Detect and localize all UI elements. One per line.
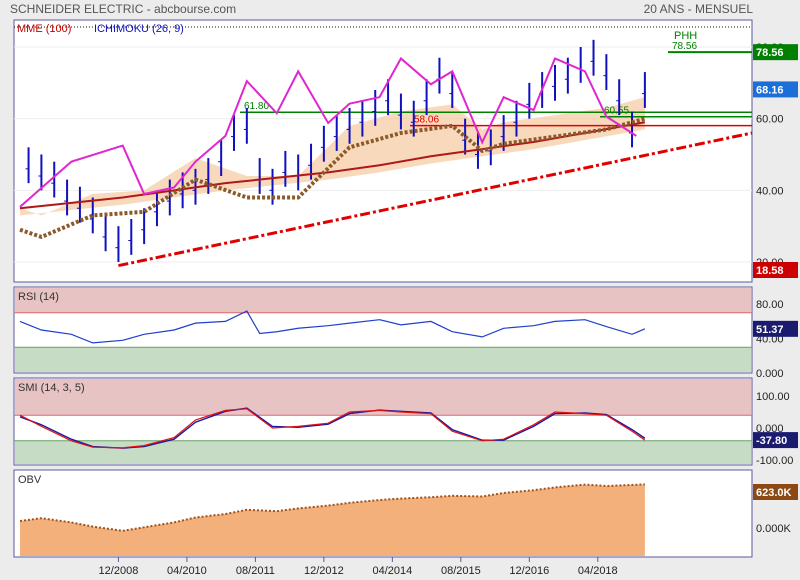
obv-y-tick: 0.000K: [756, 523, 792, 535]
level-label-78.56: 78.56: [672, 41, 697, 52]
x-tick-label: 08/2011: [236, 565, 275, 577]
smi-oversold-zone: [15, 440, 751, 464]
smi-y-tick: -100.00: [756, 455, 793, 467]
last-price-badge-bg: [753, 81, 798, 98]
price-y-tick: 40.00: [756, 185, 784, 197]
obv-layer: [19, 483, 645, 556]
smi-y-tick: 0.000: [756, 423, 784, 435]
obv-last-badge-bg: [753, 484, 798, 500]
low-badge-bg: [753, 262, 798, 278]
level-label-61.80: 61.80: [244, 101, 269, 112]
phh-badge-bg: [753, 44, 798, 61]
obv-title: OBV: [18, 474, 42, 486]
level-label-58.06: 58.06: [414, 115, 439, 126]
price-layer: 78.56 61.80 60.55 58.06 PHH: [14, 26, 753, 268]
x-tick-label: 04/2018: [578, 565, 618, 577]
x-tick-label: 04/2010: [167, 565, 207, 577]
smi-layer: [14, 379, 752, 464]
price-y-tick: 60.00: [756, 114, 784, 126]
obv-line: [19, 483, 645, 532]
x-tick-label: 12/2016: [509, 565, 549, 577]
rsi-layer: [14, 288, 752, 372]
x-tick-label: 04/2014: [372, 565, 412, 577]
rsi-last-badge-bg: [753, 320, 798, 337]
obv-last-badge: 623.0K: [756, 487, 792, 499]
rsi-y-tick: 0.000: [756, 368, 784, 380]
legend-mme: MME (100): [17, 23, 71, 35]
rsi-y-tick: 80.00: [756, 299, 784, 311]
last-price-badge: 68.16: [756, 84, 784, 96]
rsi-line: [19, 310, 646, 344]
support-trendline: [118, 131, 753, 268]
smi-last-badge: -37.80: [756, 435, 787, 447]
overlay-line: [19, 56, 637, 208]
phh-badge: 78.56: [756, 47, 784, 59]
rsi-title: RSI (14): [18, 291, 59, 303]
smi-title: SMI (14, 3, 5): [18, 382, 85, 394]
legend-ichimoku: ICHIMOKU (26, 9): [94, 23, 184, 35]
period-label: 20 ANS - MENSUEL: [644, 2, 754, 16]
x-tick-label: 12/2012: [304, 565, 344, 577]
smi-line: [19, 408, 646, 449]
obv-area: [20, 484, 645, 556]
x-tick-label: 12/2008: [99, 565, 139, 577]
phh-label: PHH: [674, 30, 697, 42]
smi-y-tick: 100.00: [756, 391, 790, 403]
axis-layer: 20.0040.0060.0080.0080.0040.000.000100.0…: [99, 42, 798, 577]
smi-last-badge-bg: [753, 432, 798, 449]
rsi-last-badge: 51.37: [756, 324, 784, 336]
smi-overbought-zone: [15, 379, 751, 416]
kijun-line: [19, 116, 646, 240]
x-tick-label: 08/2015: [441, 565, 481, 577]
mme-line: [19, 121, 646, 210]
rsi-oversold-zone: [15, 347, 751, 372]
level-label-60.55: 60.55: [604, 106, 629, 117]
rsi-overbought-zone: [15, 288, 751, 313]
chart-title: SCHNEIDER ELECTRIC - abcbourse.com: [10, 2, 236, 16]
low-badge: 18.58: [756, 265, 784, 277]
